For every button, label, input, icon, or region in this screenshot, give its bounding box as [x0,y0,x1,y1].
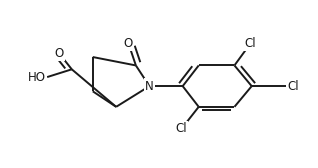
Text: HO: HO [28,71,46,83]
Text: O: O [55,47,64,60]
Text: Cl: Cl [287,80,299,93]
Text: N: N [145,80,154,93]
Text: O: O [124,37,133,50]
Text: Cl: Cl [245,37,256,50]
Text: Cl: Cl [176,122,187,135]
